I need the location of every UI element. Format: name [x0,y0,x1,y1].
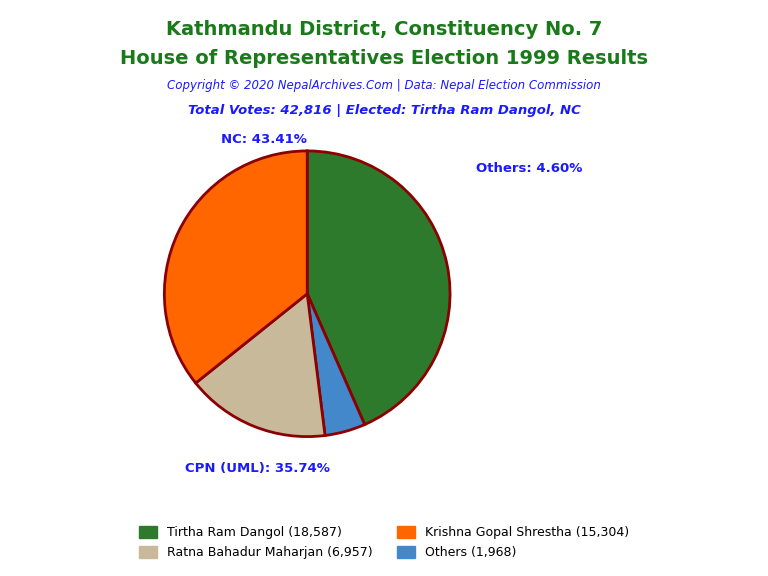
Text: CPN(ML): 16.25%: CPN(ML): 16.25% [0,575,1,576]
Text: NC: 43.41%: NC: 43.41% [221,133,307,146]
Wedge shape [307,151,450,425]
Wedge shape [307,294,365,435]
Text: House of Representatives Election 1999 Results: House of Representatives Election 1999 R… [120,49,648,68]
Wedge shape [196,294,325,437]
Wedge shape [164,151,307,383]
Text: Total Votes: 42,816 | Elected: Tirtha Ram Dangol, NC: Total Votes: 42,816 | Elected: Tirtha Ra… [187,104,581,117]
Text: Copyright © 2020 NepalArchives.Com | Data: Nepal Election Commission: Copyright © 2020 NepalArchives.Com | Dat… [167,79,601,93]
Text: CPN (UML): 35.74%: CPN (UML): 35.74% [185,461,329,475]
Text: Others: 4.60%: Others: 4.60% [475,161,582,175]
Text: Kathmandu District, Constituency No. 7: Kathmandu District, Constituency No. 7 [166,20,602,39]
Legend: Tirtha Ram Dangol (18,587), Ratna Bahadur Maharjan (6,957), Krishna Gopal Shrest: Tirtha Ram Dangol (18,587), Ratna Bahadu… [134,521,634,564]
